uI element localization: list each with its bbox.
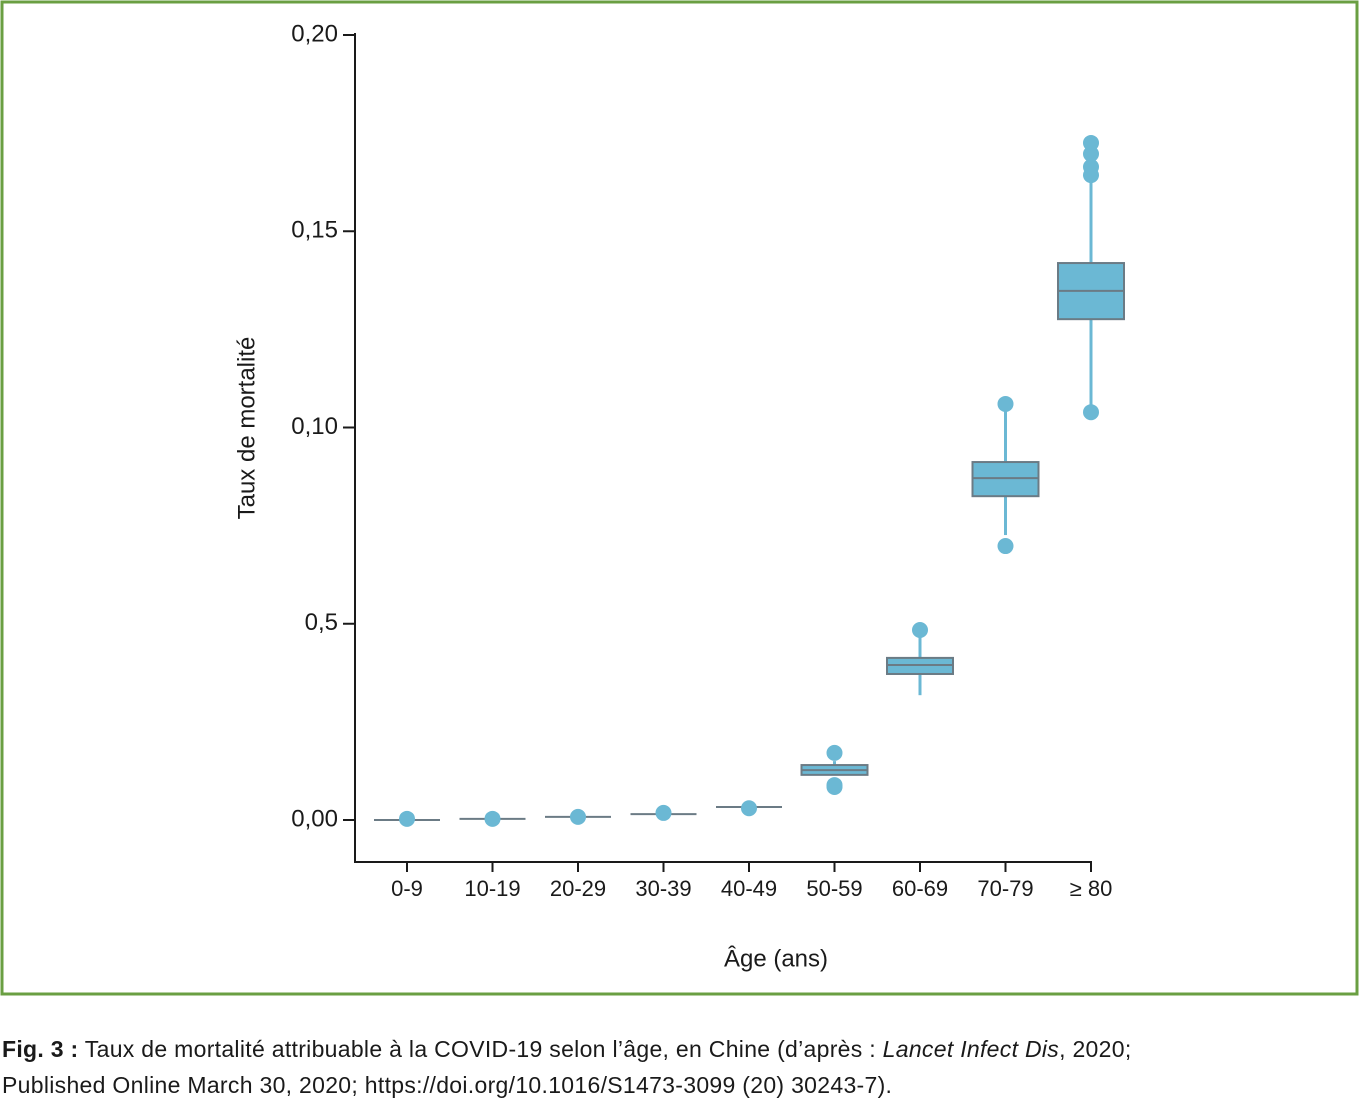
x-tick-label: 50-59 bbox=[806, 876, 862, 901]
outlier bbox=[1083, 158, 1099, 175]
caption-text: , 2020; bbox=[1059, 1036, 1132, 1062]
outlier bbox=[1083, 145, 1099, 162]
y-tick-label: 0,10 bbox=[291, 413, 338, 440]
caption-text: Taux de mortalité attribuable à la COVID… bbox=[84, 1036, 883, 1062]
y-axis-label: Taux de mortalité bbox=[233, 337, 260, 520]
outlier bbox=[484, 810, 501, 827]
outlier bbox=[912, 622, 928, 639]
x-tick-label: 30-39 bbox=[635, 876, 691, 901]
y-tick-label: 0,5 bbox=[305, 609, 338, 636]
x-tick-label: 40-49 bbox=[721, 876, 777, 901]
outlier bbox=[1083, 134, 1099, 151]
y-tick-label: 0,15 bbox=[291, 217, 338, 244]
x-tick-label: 10-19 bbox=[464, 876, 520, 901]
frame bbox=[0, 0, 1359, 996]
outlier bbox=[570, 808, 586, 825]
caption-text: Published Online March 30, 2020; https:/… bbox=[2, 1072, 893, 1098]
outlier bbox=[826, 744, 843, 761]
caption-line: Fig. 3 : Taux de mortalité attribuable à… bbox=[2, 1036, 1132, 1063]
x-tick-label: 70-79 bbox=[977, 876, 1033, 901]
x-tick-label: 20-29 bbox=[550, 876, 606, 901]
caption-label: Fig. 3 : bbox=[2, 1036, 79, 1062]
chart: Taux de mortalité Âge (ans) 0,00 0,5 0,10 0… bbox=[0, 0, 1359, 996]
x-tick-label: ≥ 80 bbox=[1070, 876, 1113, 901]
outlier bbox=[1083, 404, 1099, 421]
outlier bbox=[399, 810, 415, 827]
outlier bbox=[741, 800, 757, 817]
x-tick-label: 60-69 bbox=[892, 876, 948, 901]
outlier bbox=[997, 538, 1014, 555]
outlier bbox=[997, 395, 1014, 412]
x-tick-label: 0-9 bbox=[391, 876, 423, 901]
x-axis-label: Âge (ans) bbox=[724, 945, 828, 972]
y-tick-label: 0,20 bbox=[291, 20, 338, 47]
caption-source: Lancet Infect Dis bbox=[882, 1036, 1060, 1062]
outlier bbox=[826, 777, 843, 794]
y-tick-label: 0,00 bbox=[291, 805, 338, 832]
outlier bbox=[655, 804, 672, 821]
